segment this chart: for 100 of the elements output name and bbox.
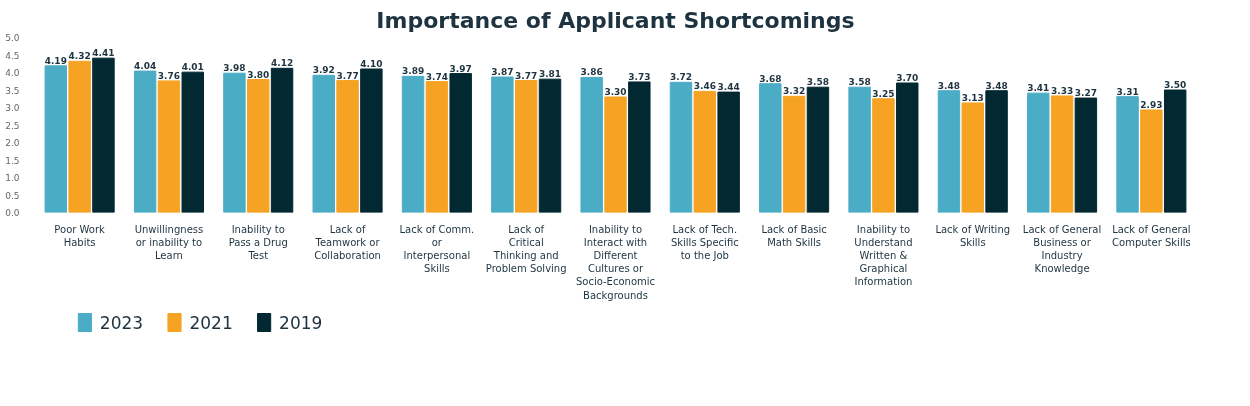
bar: [68, 60, 91, 213]
data-label: 3.92: [312, 65, 335, 76]
y-tick-label: 3.5: [5, 85, 20, 96]
x-tick-label: Lack of Tech. Skills Specific to the Job: [670, 223, 739, 261]
y-tick-label: 1.0: [5, 173, 20, 183]
bar: [580, 76, 603, 213]
y-tick-label: 4.0: [5, 68, 20, 78]
bar: [1050, 95, 1074, 213]
data-label: 3.48: [985, 80, 1008, 91]
bar: [985, 90, 1008, 213]
legend-label: 2019: [279, 313, 323, 334]
bar: [312, 74, 335, 213]
bar: [181, 71, 204, 213]
bar: [538, 78, 562, 213]
bar: [425, 81, 449, 213]
bar: [717, 91, 740, 213]
data-label: 3.97: [449, 63, 472, 74]
data-label: 4.19: [44, 55, 67, 66]
data-label: 4.01: [181, 62, 204, 73]
bar: [133, 70, 157, 213]
bar: [223, 72, 246, 213]
bar: [848, 86, 871, 213]
bar: [782, 95, 806, 213]
bar: [628, 81, 651, 213]
data-label: 3.41: [1027, 83, 1050, 94]
y-tick-label: 0.0: [5, 208, 20, 218]
y-tick-label: 0.5: [5, 190, 20, 201]
x-tick-label: Lack of General Computer Skills: [1112, 223, 1191, 248]
data-label: 3.89: [401, 66, 425, 77]
bar: [92, 57, 115, 213]
data-label: 3.27: [1074, 88, 1097, 99]
x-tick-label: Lack of Teamwork or Collaboration: [314, 223, 381, 261]
data-label: 3.58: [806, 77, 830, 88]
data-label: 4.04: [134, 61, 157, 72]
y-tick-label: 2.0: [5, 138, 20, 148]
bar: [1027, 92, 1050, 213]
y-tick-label: 5.0: [5, 33, 20, 43]
data-label: 3.76: [157, 70, 181, 81]
bar: [872, 98, 895, 213]
bar: [1163, 89, 1187, 213]
data-label: 3.74: [425, 71, 448, 82]
data-label: 4.32: [68, 51, 91, 62]
bar: [247, 79, 270, 213]
x-tick-label: Inability to Pass a Drug Test: [228, 223, 288, 261]
data-label: 3.87: [491, 67, 514, 78]
bar: [157, 80, 181, 213]
bar: [1074, 97, 1098, 213]
bar: [693, 90, 717, 213]
data-label: 3.46: [693, 81, 716, 92]
data-label: 3.44: [717, 82, 740, 93]
data-label: 4.10: [360, 59, 383, 69]
data-label: 3.77: [336, 70, 359, 81]
x-tick-label: Inability to Understand Written & Graphical Information: [854, 223, 913, 288]
bar: [514, 80, 538, 213]
data-label: 3.70: [896, 73, 919, 83]
data-label: 3.32: [783, 86, 806, 97]
data-label: 4.41: [92, 48, 115, 59]
bar: [1116, 96, 1139, 213]
x-tick-label: Poor Work Habits: [54, 223, 106, 248]
x-tick-label: Inability to Interact with Different Cultures or Socio-Economic Backgrounds: [575, 223, 656, 301]
bar: [669, 81, 693, 213]
bar: [1140, 109, 1163, 213]
bar: [401, 75, 425, 213]
data-label: 3.72: [669, 72, 693, 83]
bar: [896, 82, 919, 213]
data-label: 3.33: [1050, 85, 1074, 96]
y-tick-label: 4.5: [5, 50, 20, 61]
chart-title: Importance of Applicant Shortcomings: [376, 7, 855, 33]
data-label: 3.30: [604, 87, 627, 97]
x-tick-label: Unwillingness or inability to Learn: [134, 223, 204, 261]
x-tick-label: Lack of General Business or Industry Knowledge: [1022, 223, 1102, 275]
data-label: 3.13: [961, 92, 984, 103]
data-label: 3.58: [848, 77, 871, 88]
data-label: 3.25: [872, 88, 895, 99]
bar: [360, 68, 383, 213]
legend-label: 2021: [189, 313, 233, 334]
legend-label: 2023: [99, 313, 144, 334]
data-label: 3.31: [1116, 86, 1139, 97]
bar: [759, 83, 782, 213]
x-tick-label: Lack of Basic Math Skills: [761, 223, 827, 248]
data-label: 3.68: [759, 73, 782, 84]
data-label: 3.50: [1164, 80, 1187, 90]
data-label: 3.73: [628, 71, 651, 82]
data-label: 2.93: [1140, 99, 1163, 110]
data-label: 3.77: [515, 70, 538, 81]
bar: [270, 67, 294, 213]
y-tick-label: 3.0: [5, 103, 20, 113]
data-label: 3.81: [538, 69, 562, 80]
y-tick-label: 1.5: [5, 155, 20, 166]
x-tick-label: Lack of Writing Skills: [935, 223, 1011, 248]
data-label: 3.86: [580, 67, 603, 78]
bar: [336, 80, 359, 213]
data-label: 3.98: [223, 63, 246, 74]
bar: [937, 90, 961, 213]
bar: [806, 86, 830, 213]
bar: [491, 76, 514, 213]
bar: [44, 65, 68, 213]
data-label: 3.80: [247, 69, 270, 80]
bar: [961, 102, 984, 213]
y-tick-label: 2.5: [5, 120, 20, 131]
